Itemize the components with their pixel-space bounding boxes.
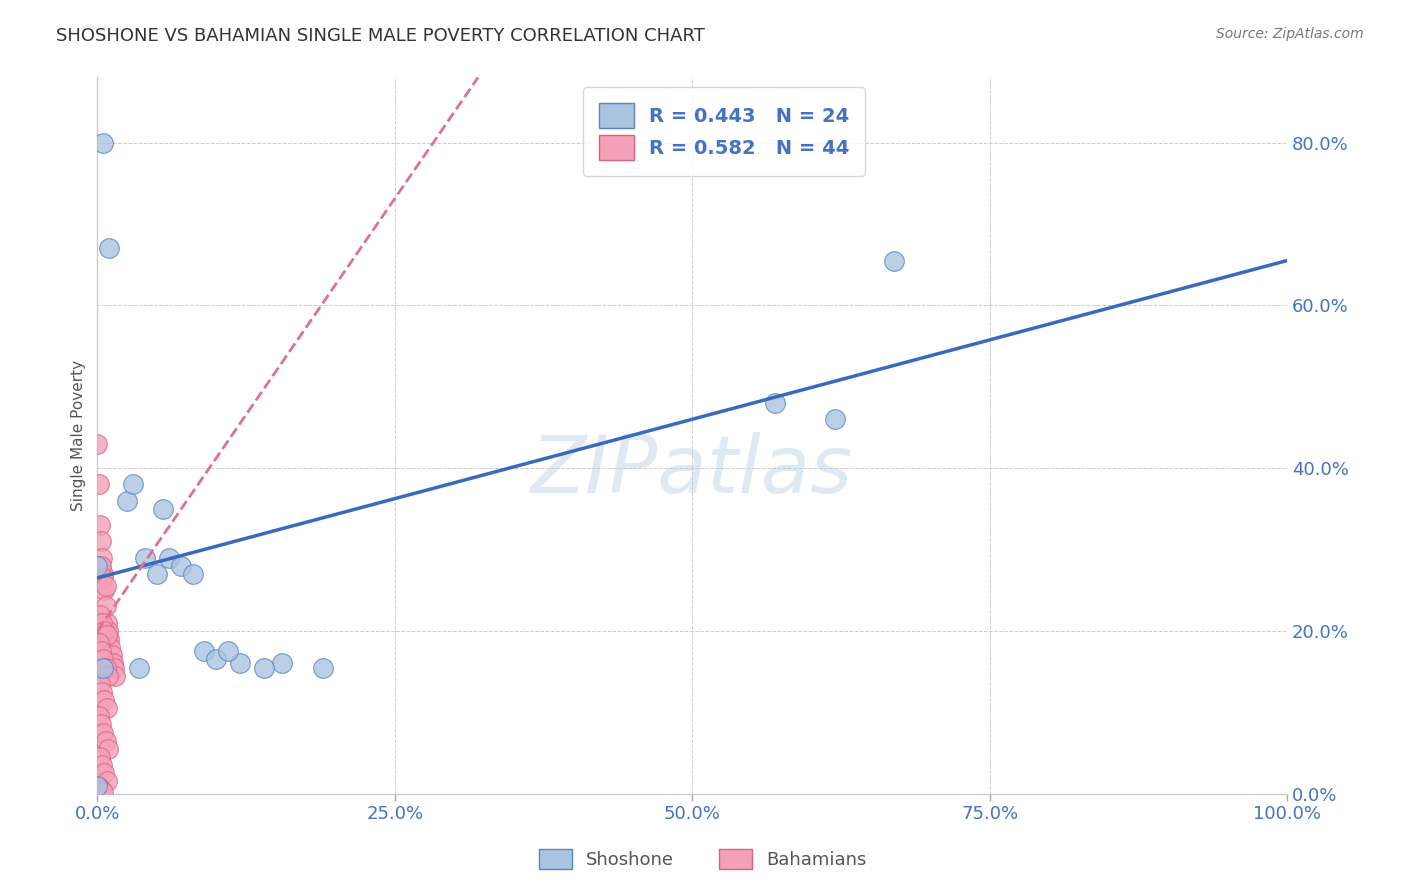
- Point: [169, 558, 191, 573]
- Point: [87, 709, 110, 723]
- Point: [100, 640, 122, 655]
- Point: [89, 677, 111, 691]
- Point: [824, 412, 846, 426]
- Point: [91, 685, 114, 699]
- Point: [103, 660, 125, 674]
- Point: [217, 644, 239, 658]
- Point: [91, 785, 114, 799]
- Point: [93, 583, 115, 598]
- Point: [91, 615, 114, 630]
- Point: [89, 750, 111, 764]
- Point: [90, 534, 112, 549]
- Point: [86, 558, 108, 573]
- Point: [93, 693, 115, 707]
- Point: [94, 599, 117, 614]
- Point: [91, 652, 114, 666]
- Point: [229, 657, 252, 671]
- Point: [193, 644, 215, 658]
- Point: [205, 652, 228, 666]
- Point: [91, 725, 114, 739]
- Point: [90, 644, 112, 658]
- Point: [86, 779, 108, 793]
- Point: [96, 615, 118, 630]
- Point: [94, 733, 117, 747]
- Point: [94, 579, 117, 593]
- Point: [96, 774, 118, 789]
- Point: [100, 648, 122, 663]
- Point: [134, 550, 156, 565]
- Text: SHOSHONE VS BAHAMIAN SINGLE MALE POVERTY CORRELATION CHART: SHOSHONE VS BAHAMIAN SINGLE MALE POVERTY…: [56, 27, 706, 45]
- Point: [98, 632, 121, 646]
- Point: [91, 571, 114, 585]
- Point: [765, 396, 787, 410]
- Point: [181, 566, 204, 581]
- Y-axis label: Single Male Poverty: Single Male Poverty: [72, 360, 86, 511]
- Point: [152, 501, 174, 516]
- Point: [91, 758, 114, 772]
- Point: [94, 660, 117, 674]
- Point: [87, 477, 110, 491]
- Point: [91, 136, 114, 150]
- Point: [104, 668, 127, 682]
- Point: [91, 660, 114, 674]
- Text: Source: ZipAtlas.com: Source: ZipAtlas.com: [1216, 27, 1364, 41]
- Text: ZIPatlas: ZIPatlas: [531, 433, 853, 510]
- Point: [87, 636, 110, 650]
- Point: [96, 628, 118, 642]
- Point: [89, 607, 111, 622]
- Point: [253, 660, 276, 674]
- Point: [90, 717, 112, 731]
- Point: [86, 436, 108, 450]
- Point: [97, 624, 120, 638]
- Point: [90, 782, 112, 797]
- Legend: R = 0.443   N = 24, R = 0.582   N = 44: R = 0.443 N = 24, R = 0.582 N = 44: [583, 87, 865, 176]
- Legend: Shoshone, Bahamians: Shoshone, Bahamians: [530, 839, 876, 879]
- Point: [91, 566, 114, 581]
- Point: [87, 780, 110, 794]
- Point: [122, 477, 145, 491]
- Point: [270, 657, 292, 671]
- Point: [93, 624, 115, 638]
- Point: [128, 660, 150, 674]
- Point: [101, 657, 124, 671]
- Point: [115, 493, 138, 508]
- Point: [93, 766, 115, 780]
- Point: [89, 518, 111, 533]
- Point: [883, 253, 905, 268]
- Point: [97, 668, 120, 682]
- Point: [312, 660, 335, 674]
- Point: [96, 701, 118, 715]
- Point: [157, 550, 180, 565]
- Point: [98, 241, 121, 255]
- Point: [91, 550, 114, 565]
- Point: [90, 558, 112, 573]
- Point: [146, 566, 169, 581]
- Point: [97, 742, 120, 756]
